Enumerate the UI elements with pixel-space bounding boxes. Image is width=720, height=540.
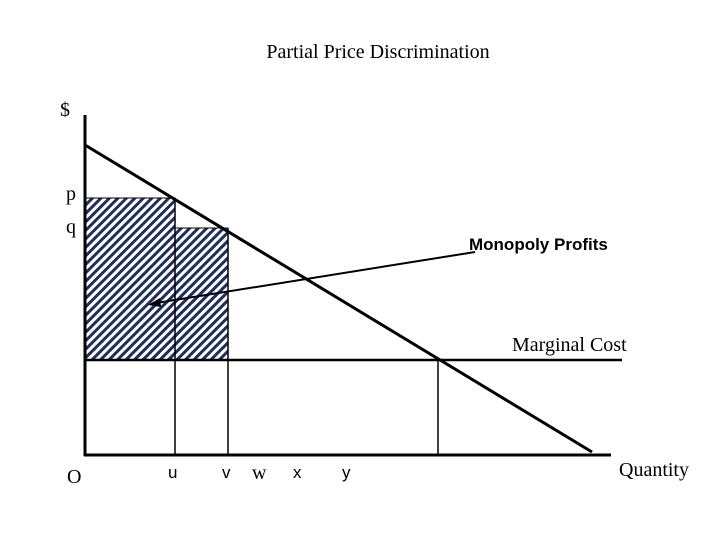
profit-area	[174, 227, 229, 361]
marginal-cost-label: Marginal Cost	[512, 334, 627, 356]
profits-label: Monopoly Profits	[469, 235, 608, 254]
price-label: p	[66, 183, 76, 205]
quantity-label: x	[293, 463, 302, 482]
quantity-label: v	[222, 463, 231, 482]
quantity-label: w	[252, 462, 267, 484]
profit-area	[84, 197, 176, 361]
title: Partial Price Discrimination	[266, 41, 489, 63]
arrow	[155, 251, 476, 304]
origin-label: O	[67, 466, 81, 488]
arrow-head	[148, 298, 161, 307]
price-label: q	[66, 216, 76, 238]
quantity-label: u	[168, 463, 177, 482]
demand-line	[84, 143, 593, 454]
y-axis-label: $	[60, 99, 70, 121]
x-axis-label: Quantity	[619, 459, 689, 481]
quantity-label: y	[342, 463, 351, 482]
